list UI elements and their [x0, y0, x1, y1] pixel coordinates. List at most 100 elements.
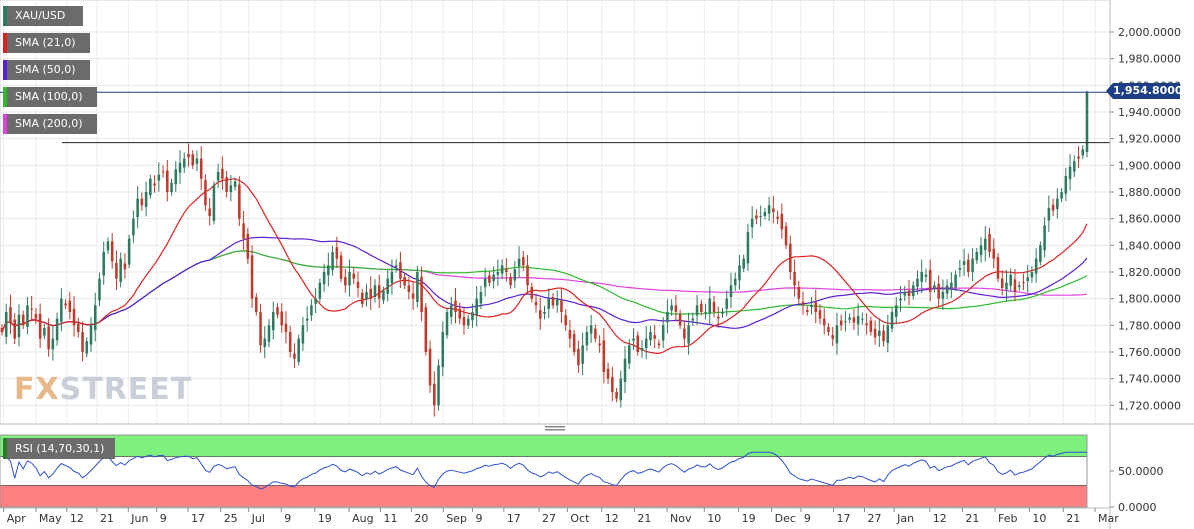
- legend-label: SMA (200,0): [15, 117, 83, 130]
- candle-body: [428, 348, 432, 386]
- candle-body: [772, 208, 775, 212]
- candle-body: [623, 358, 627, 382]
- candle-body: [115, 262, 118, 279]
- candle-body: [420, 276, 423, 312]
- candle-body: [492, 274, 495, 282]
- candle-body: [9, 307, 12, 323]
- candle-body: [1022, 282, 1025, 284]
- candle-body: [733, 278, 737, 286]
- candle-body: [314, 298, 317, 304]
- fxstreet-logo: FXSTREET: [14, 372, 193, 407]
- candle-body: [755, 215, 758, 219]
- x-tick-label: 21: [1066, 512, 1080, 525]
- candle-body: [479, 292, 483, 304]
- resize-handle: [545, 429, 565, 431]
- candle-body: [729, 285, 733, 298]
- candle-body: [64, 303, 67, 306]
- rsi-oversold-zone: [0, 485, 1087, 507]
- x-tick-label: 10: [707, 512, 721, 525]
- rsi-tick-label: 0.0000: [1118, 501, 1157, 514]
- candle-body: [653, 335, 656, 339]
- candle-body: [399, 262, 402, 279]
- candle-body: [208, 208, 211, 216]
- x-tick-label: Jan: [896, 512, 914, 525]
- candle-body: [992, 248, 996, 259]
- candle-body: [288, 332, 292, 352]
- candle-body: [878, 330, 881, 336]
- candle-body: [928, 269, 932, 292]
- candle-body: [738, 265, 741, 281]
- legend-rsi[interactable]: RSI (14,70,30,1): [3, 438, 115, 459]
- legend-sma-50[interactable]: SMA (50,0): [3, 60, 90, 80]
- candle-body: [149, 178, 152, 196]
- candle-body: [950, 282, 953, 289]
- candle-body: [356, 281, 360, 288]
- legend-label: SMA (50,0): [15, 63, 76, 76]
- candle-body: [767, 205, 771, 214]
- candle-body: [797, 286, 801, 299]
- candle-body: [360, 292, 364, 304]
- candle-body: [255, 297, 258, 312]
- candle-body: [691, 318, 695, 321]
- candle-body: [509, 276, 512, 286]
- candle-body: [293, 353, 296, 359]
- y-tick-label: 1,980.0000: [1118, 53, 1181, 66]
- candle-body: [483, 278, 487, 288]
- resize-handle: [545, 426, 565, 428]
- candle-body: [530, 286, 534, 299]
- candle-body: [246, 233, 250, 259]
- candle-body: [263, 338, 267, 347]
- candle-body: [979, 245, 983, 256]
- candle-body: [517, 258, 521, 267]
- candle-body: [640, 348, 644, 351]
- candle-body: [394, 265, 398, 268]
- candle-body: [106, 241, 110, 251]
- legend-sma-100[interactable]: SMA (100,0): [3, 87, 97, 107]
- x-tick-label: 12: [933, 512, 947, 525]
- y-tick-label: 1,760.0000: [1118, 346, 1181, 359]
- candle-body: [789, 243, 792, 272]
- price-panel: [0, 0, 1111, 425]
- candle-body: [17, 314, 21, 338]
- candle-body: [85, 341, 89, 354]
- candle-body: [611, 377, 614, 392]
- candle-body: [93, 305, 97, 331]
- legend-label: SMA (21,0): [15, 36, 76, 49]
- candle-body: [4, 312, 8, 337]
- last-price-badge: 1,954.8000: [1106, 83, 1183, 99]
- candle-body: [695, 305, 699, 316]
- rsi-neutral-zone: [0, 456, 1087, 486]
- candle-body: [1085, 92, 1089, 152]
- candle-body: [161, 171, 165, 173]
- candle-body: [958, 268, 962, 270]
- candle-body: [310, 305, 313, 316]
- candle-body: [784, 226, 788, 246]
- candle-body: [606, 368, 610, 379]
- candle-body: [708, 298, 712, 314]
- candle-body: [331, 252, 334, 271]
- candle-body: [619, 378, 623, 401]
- candle-body: [30, 308, 33, 310]
- candle-body: [212, 185, 216, 221]
- x-tick-label: 12: [70, 512, 84, 525]
- legend-xau-usd[interactable]: XAU/USD: [3, 6, 83, 26]
- candle-body: [547, 298, 551, 309]
- candle-body: [191, 154, 194, 166]
- legend-sma-200[interactable]: SMA (200,0): [3, 114, 97, 134]
- y-tick-label: 1,880.0000: [1118, 186, 1181, 199]
- candle-body: [1043, 225, 1046, 251]
- candle-body: [869, 320, 873, 332]
- candle-body: [585, 332, 589, 346]
- candle-body: [166, 170, 169, 192]
- candle-body: [437, 365, 440, 406]
- candle-body: [182, 158, 186, 168]
- candle-body: [683, 328, 686, 339]
- candle-body: [500, 265, 504, 274]
- sma-lines: [1, 178, 1088, 355]
- candle-body: [449, 305, 453, 317]
- rsi-frame: [0, 434, 1088, 508]
- x-tick-label: 27: [542, 512, 556, 525]
- legend-label: XAU/USD: [15, 9, 66, 22]
- legend-sma-21[interactable]: SMA (21,0): [3, 33, 90, 53]
- x-tick-label: 21: [965, 512, 979, 525]
